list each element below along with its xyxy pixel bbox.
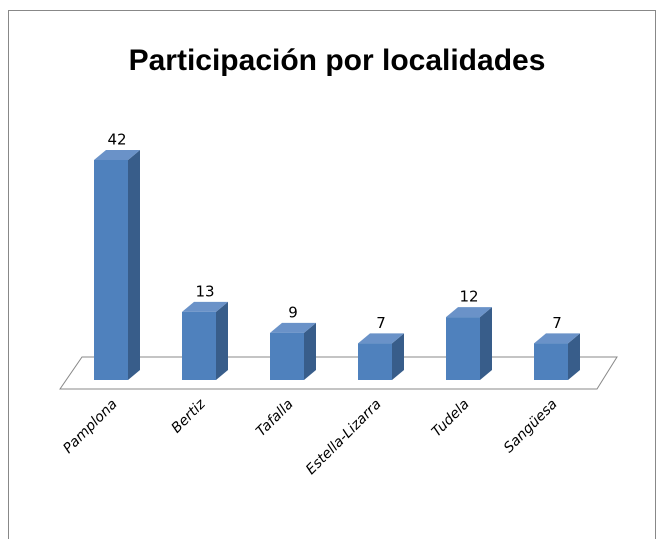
- bar: [534, 333, 580, 380]
- bar-side: [128, 150, 140, 380]
- bar-top: [270, 322, 316, 333]
- bar-front: [534, 343, 568, 380]
- bar: [94, 150, 140, 380]
- value-label: 7: [552, 314, 562, 332]
- bar-front: [182, 311, 216, 380]
- bar-side: [304, 322, 316, 380]
- bar-top: [182, 301, 228, 312]
- bar: [358, 333, 404, 380]
- bar: [182, 301, 228, 380]
- value-label: 13: [195, 282, 214, 300]
- value-label: 42: [107, 131, 126, 149]
- bar-top: [358, 333, 404, 344]
- bar-side: [392, 333, 404, 380]
- value-label: 7: [376, 314, 386, 332]
- bar-front: [358, 343, 392, 380]
- bar-side: [480, 307, 492, 380]
- bar-side: [216, 301, 228, 380]
- bar-top: [446, 307, 492, 318]
- value-label: 9: [288, 303, 298, 321]
- bar-front: [94, 160, 128, 380]
- floor: [59, 356, 618, 390]
- bar-side: [568, 333, 580, 380]
- bar: [270, 322, 316, 380]
- bar-top: [94, 150, 140, 160]
- bar: [446, 307, 492, 380]
- value-label: 12: [459, 288, 478, 306]
- bar-front: [270, 332, 304, 380]
- chart-title: Participación por localidades: [129, 44, 546, 77]
- bar-front: [446, 317, 480, 380]
- bar-top: [534, 333, 580, 344]
